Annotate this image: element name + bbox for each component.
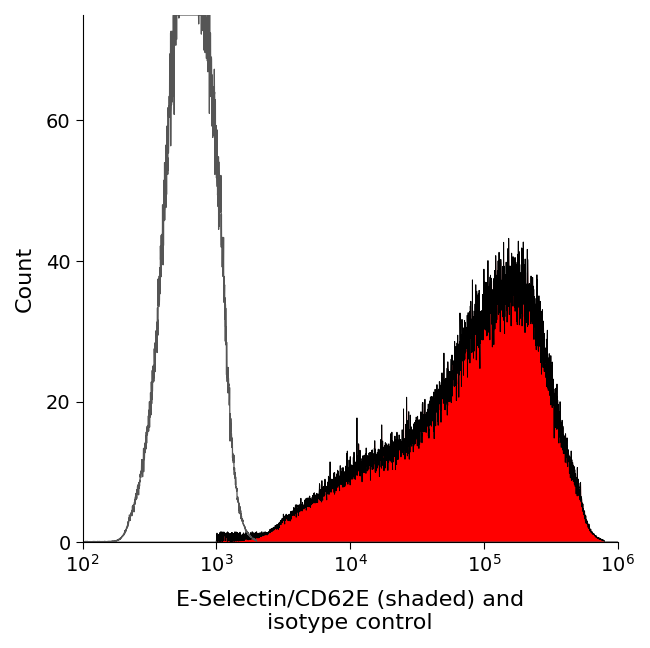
X-axis label: E-Selectin/CD62E (shaded) and
isotype control: E-Selectin/CD62E (shaded) and isotype co… [176, 590, 524, 633]
Y-axis label: Count: Count [15, 246, 35, 312]
